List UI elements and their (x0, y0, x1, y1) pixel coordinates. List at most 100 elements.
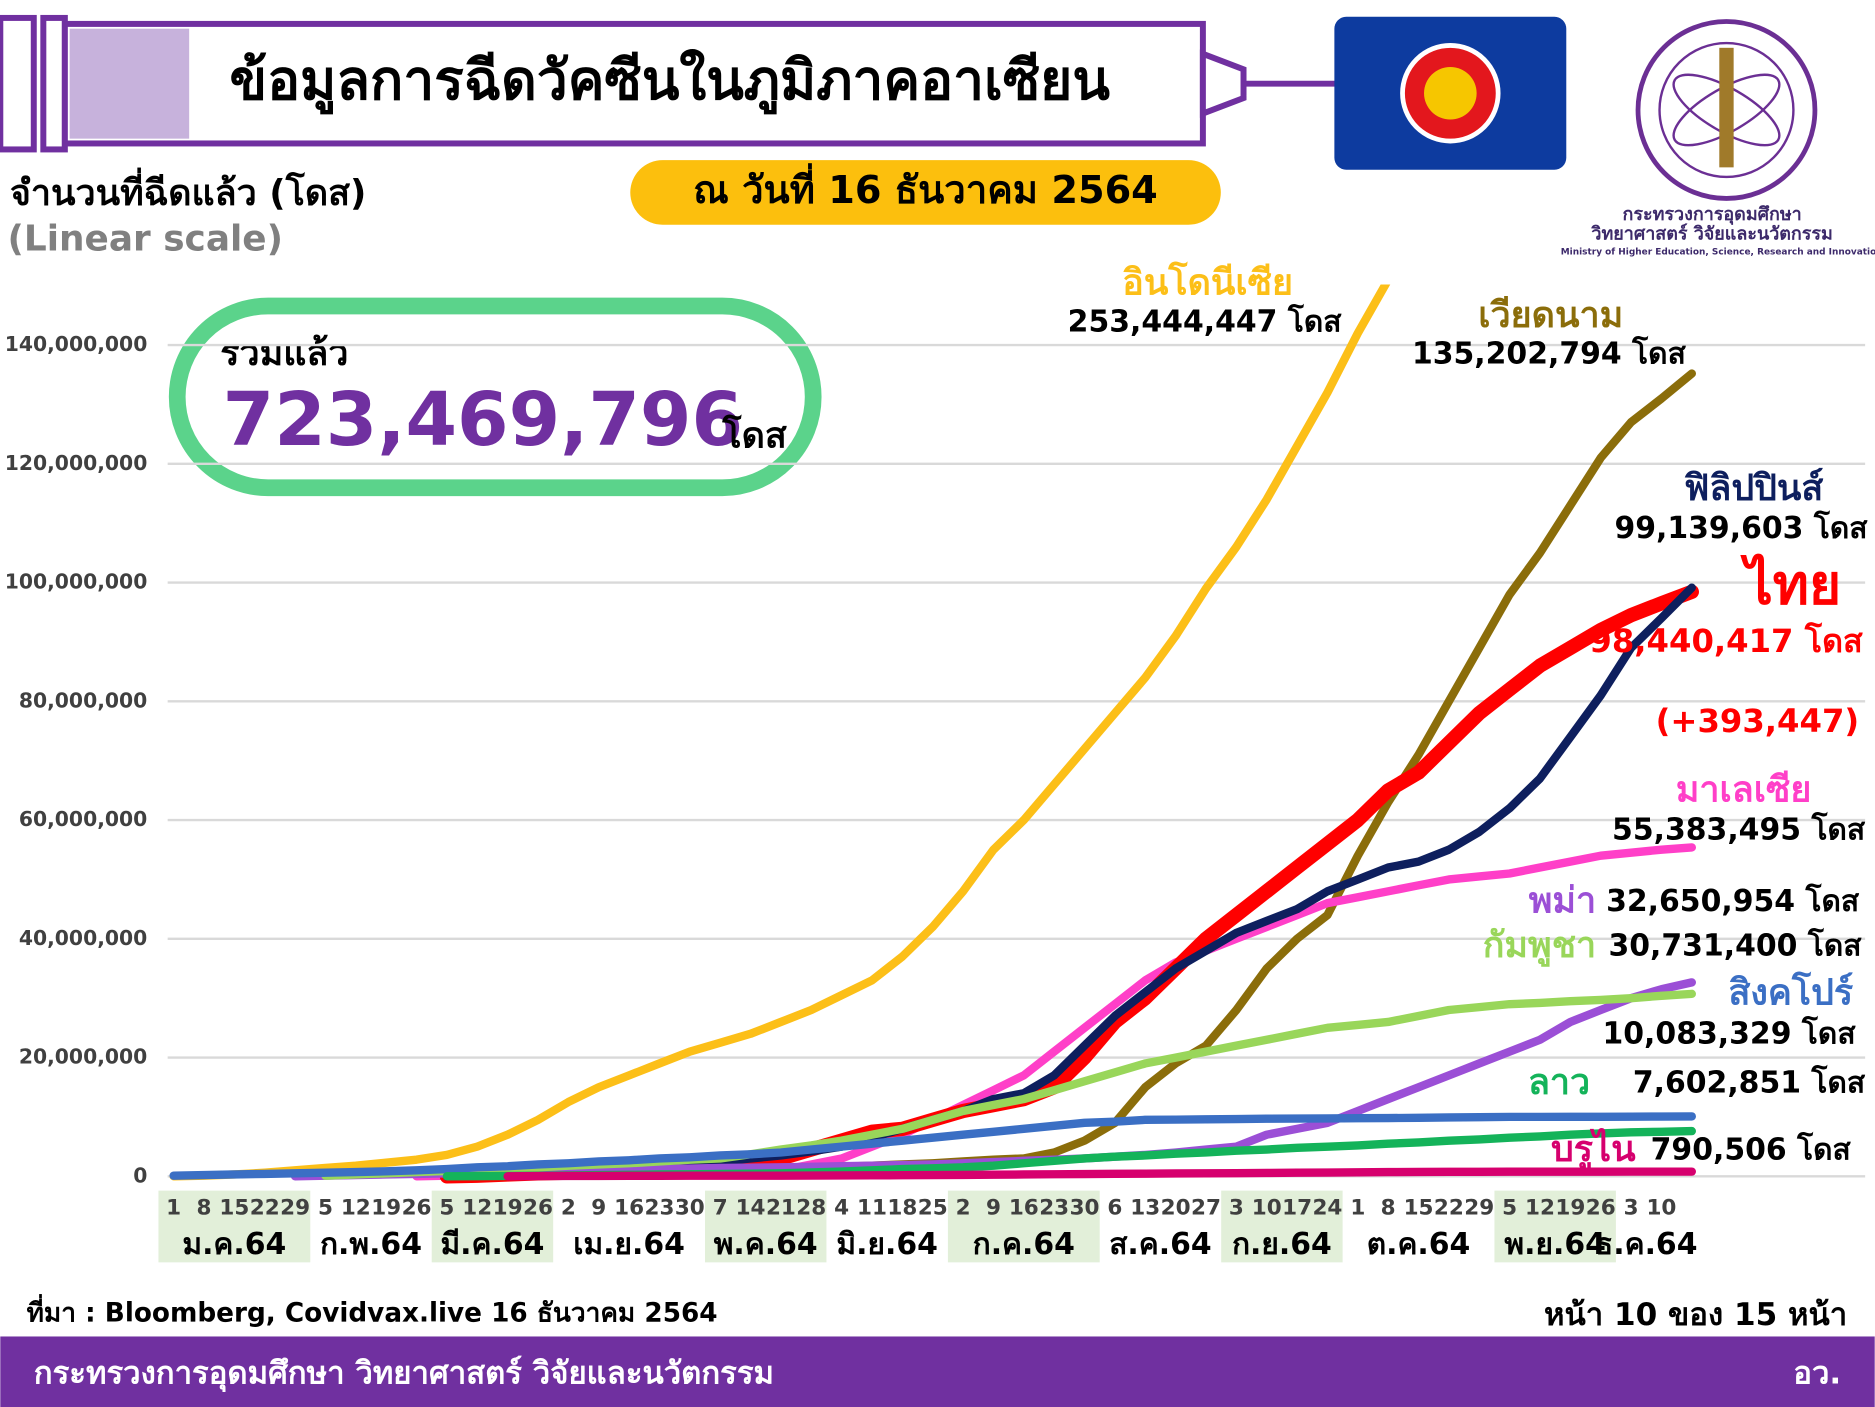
x-tick-label: 12 (462, 1196, 492, 1221)
x-tick-label: 28 (796, 1196, 826, 1221)
syringe-plunger (0, 14, 37, 153)
x-tick-label: 27 (1191, 1196, 1221, 1221)
x-tick-label: 26 (402, 1196, 432, 1221)
month-label: ก.ย.64 (1232, 1227, 1332, 1262)
y-tick-label: 40,000,000 (19, 926, 148, 950)
end-value-label: 790,506 โดส (1651, 1131, 1852, 1168)
x-tick-label: 26 (523, 1196, 553, 1221)
end-value-label: 135,202,794 โดส (1412, 335, 1687, 372)
x-tick-label: 10 (1252, 1196, 1282, 1221)
x-tick-label: 2 (561, 1196, 576, 1221)
x-tick-label: 14 (736, 1196, 766, 1221)
month-label: ส.ค.64 (1109, 1227, 1212, 1262)
total-box (168, 297, 822, 497)
x-tick-label: 17 (1282, 1196, 1312, 1221)
syringe-barrel (61, 20, 1206, 147)
x-tick-label: 26 (1586, 1196, 1616, 1221)
x-tick-label: 2 (956, 1196, 971, 1221)
source: ที่มา : Bloomberg, Covidvax.live 16 ธันว… (27, 1293, 718, 1328)
month-label: มี.ค.64 (440, 1227, 544, 1262)
end-value-label: 99,139,603 โดส (1614, 509, 1868, 546)
x-tick-label: 29 (280, 1196, 310, 1221)
end-value-label: 55,383,495 โดส (1612, 810, 1866, 847)
x-tick-label: 30 (1070, 1196, 1100, 1221)
x-tick-label: 3 (1229, 1196, 1244, 1221)
series-line (503, 1167, 1696, 1181)
x-tick-label: 19 (371, 1196, 401, 1221)
x-tick-label: 8 (1381, 1196, 1396, 1221)
x-tick-label: 3 (1624, 1196, 1639, 1221)
month-label: เม.ย.64 (573, 1227, 685, 1262)
syringe-plunger (40, 14, 68, 153)
month-label: มิ.ย.64 (836, 1227, 937, 1262)
x-tick-label: 22 (1434, 1196, 1464, 1221)
x-tick-label: 11 (857, 1196, 887, 1221)
x-tick-label: 16 (1009, 1196, 1039, 1221)
x-tick-label: 10 (1646, 1196, 1676, 1221)
title: ข้อมูลการฉีดวัคซีนในภูมิภาคอาเซียน (230, 48, 1111, 115)
logo-text: วิทยาศาสตร์ วิจัยและนวัตกรรม (1590, 222, 1832, 244)
month-band (1221, 1190, 1343, 1263)
x-tick-label: 23 (644, 1196, 674, 1221)
end-value-label: 7,602,851 โดส (1633, 1064, 1866, 1101)
x-tick-label: 25 (918, 1196, 948, 1221)
asean-emblem-center (1424, 66, 1477, 120)
y-tick-label: 60,000,000 (19, 807, 148, 831)
x-tick-label: 23 (1039, 1196, 1069, 1221)
x-tick-label: 15 (219, 1196, 249, 1221)
date-pill (630, 160, 1221, 225)
x-tick-label: 24 (1312, 1196, 1342, 1221)
x-tick-label: 12 (1525, 1196, 1555, 1221)
month-label: ม.ค.64 (182, 1227, 286, 1262)
x-tick-label: 12 (341, 1196, 371, 1221)
legend-entry: เวียดนาม (1478, 295, 1623, 336)
x-tick-label: 21 (766, 1196, 796, 1221)
x-tick-label: 9 (986, 1196, 1001, 1221)
ministry-logo-orbit (1672, 73, 1781, 147)
x-tick-label: 15 (1404, 1196, 1434, 1221)
y-tick-label: 140,000,000 (5, 332, 148, 356)
month-band (431, 1190, 554, 1263)
x-tick-label: 30 (675, 1196, 705, 1221)
footer-bar (0, 1336, 1875, 1407)
total-unit: โดส (721, 414, 787, 457)
y-tick-label: 20,000,000 (19, 1045, 148, 1069)
syringe-tip (1199, 49, 1247, 118)
total-label: รวมแล้ว (220, 333, 348, 374)
legend-entry: พม่า (1529, 881, 1596, 922)
ministry-logo-sword (1719, 47, 1734, 168)
x-tick-label: 19 (1555, 1196, 1585, 1221)
x-tick-label: 5 (439, 1196, 454, 1221)
y-tick-label: 100,000,000 (5, 570, 148, 594)
x-tick-label: 22 (250, 1196, 280, 1221)
page-number: หน้า 10 ของ 15 หน้า (1544, 1297, 1847, 1333)
series-line (169, 1112, 1696, 1180)
x-tick-label: 4 (834, 1196, 849, 1221)
legend-entry: มาเลเซีย (1676, 769, 1812, 810)
end-value-label: 253,444,447 โดส (1068, 302, 1343, 339)
legend-entry: บรูไน (1551, 1127, 1636, 1171)
total-value: 723,469,796 (223, 377, 743, 463)
x-tick-label: 16 (614, 1196, 644, 1221)
month-label: ต.ค.64 (1367, 1227, 1471, 1262)
x-tick-label: 1 (166, 1196, 181, 1221)
month-label: ธ.ค.64 (1595, 1227, 1698, 1262)
x-tick-label: 13 (1130, 1196, 1160, 1221)
series-line (290, 978, 1696, 1181)
subtitle: ณ วันที่ 16 ธันวาคม 2564 (693, 163, 1158, 213)
y-tick-label: 80,000,000 (19, 688, 148, 712)
x-tick-label: 6 (1107, 1196, 1122, 1221)
legend-entry: กัมพูชา (1483, 925, 1596, 967)
x-tick-label: 5 (318, 1196, 333, 1221)
legend-entry: ไทย (1740, 552, 1841, 616)
x-tick-label: 19 (493, 1196, 523, 1221)
x-tick-label: 8 (197, 1196, 212, 1221)
month-band (158, 1190, 311, 1263)
end-value-label: 30,731,400 โดส (1608, 926, 1862, 963)
footer-text: กระทรวงการอุดมศึกษา วิทยาศาสตร์ วิจัยและ… (34, 1356, 774, 1393)
logo-text: Ministry of Higher Education, Science, R… (1561, 248, 1875, 258)
ministry-logo-orbit (1672, 73, 1781, 147)
month-label: พ.ค.64 (714, 1227, 818, 1262)
legend-entry: ฟิลิปปินส์ (1684, 467, 1823, 509)
